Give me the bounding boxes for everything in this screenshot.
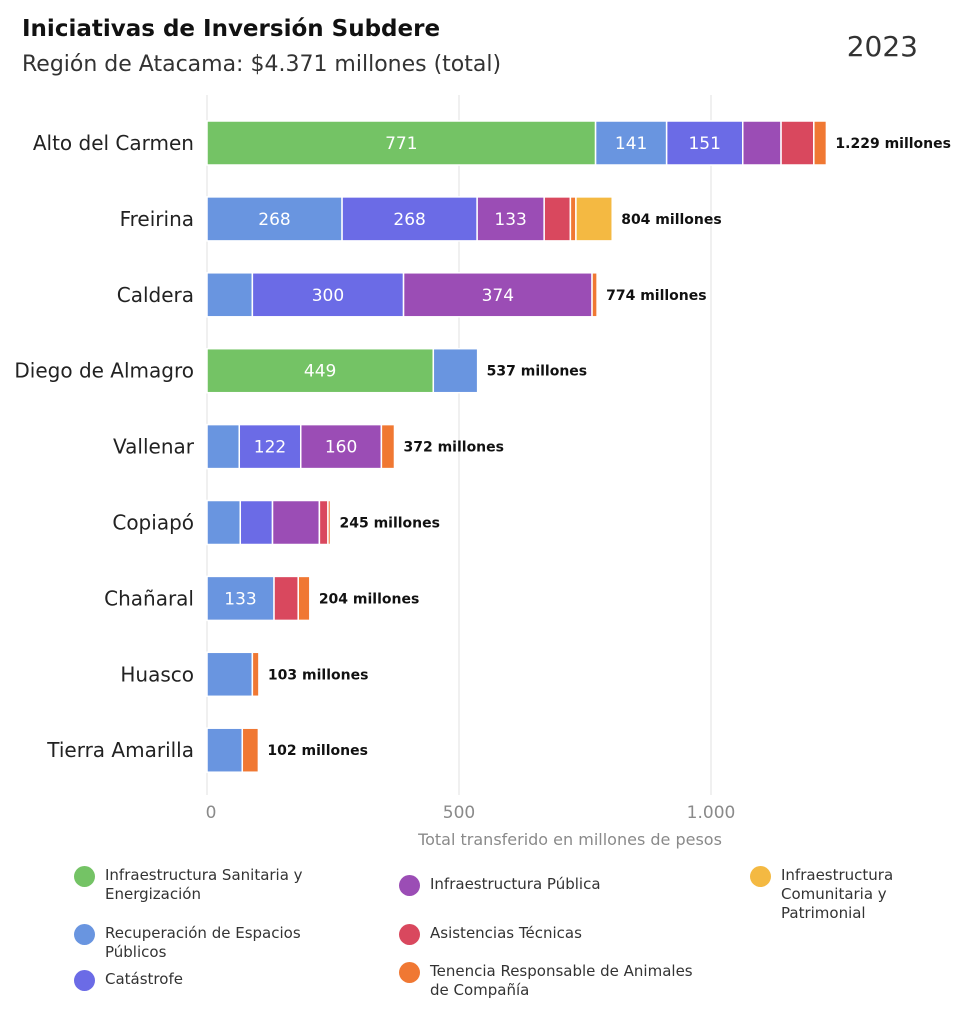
segment-value-label: 133	[224, 589, 256, 609]
bar-segment-animales	[251, 651, 260, 698]
segment-value-label: 268	[258, 210, 290, 230]
legend-swatch	[74, 924, 95, 945]
total-label: 372 millones	[403, 440, 504, 456]
total-label: 245 millones	[339, 516, 440, 532]
bar-segment-publica	[271, 499, 321, 546]
bar-segment-catastrofe	[238, 423, 302, 470]
bar-segment-espacios	[594, 120, 668, 166]
total-label: 537 millones	[487, 364, 588, 380]
segment-value-label: 122	[254, 438, 286, 458]
bar-segment-animales	[569, 196, 577, 242]
bar-segment-tecnicas	[318, 499, 329, 546]
legend-swatch	[750, 866, 771, 887]
segment-value-label: 771	[385, 134, 417, 154]
category-label: Caldera	[117, 283, 194, 307]
year-label: 2023	[846, 30, 918, 63]
segment-value-label: 268	[393, 210, 425, 230]
legend-label: Infraestructura Sanitaria y Energización	[105, 866, 303, 903]
category-label: Copiapó	[112, 511, 194, 535]
bar-segment-catastrofe	[239, 499, 274, 546]
bar-segment-tecnicas	[543, 196, 572, 242]
bar-segment-tecnicas	[780, 120, 815, 166]
legend: Infraestructura Sanitaria y Energización…	[74, 866, 964, 1016]
category-label: Tierra Amarilla	[46, 738, 194, 762]
total-label: 102 millones	[267, 743, 368, 759]
bar-segment-animales	[327, 499, 332, 546]
segment-value-label: 133	[494, 210, 526, 230]
category-label: Freirina	[120, 207, 194, 231]
bar-segment-publica	[299, 423, 383, 470]
bar-segment-animales	[591, 272, 598, 318]
legend-item-sanitaria: Infraestructura Sanitaria y Energización	[74, 866, 304, 904]
segment-value-label: 449	[304, 362, 336, 382]
bar-segment-espacios	[206, 196, 343, 242]
bar-segment-espacios	[206, 727, 244, 773]
legend-item-publica: Infraestructura Pública	[399, 875, 699, 896]
segment-value-label: 160	[325, 438, 357, 458]
legend-item-animales: Tenencia Responsable de Animales de Comp…	[399, 962, 699, 1000]
legend-label: Asistencias Técnicas	[430, 924, 582, 942]
bar-segment-catastrofe	[251, 272, 405, 318]
x-axis-label: Total transferido en millones de pesos	[417, 830, 722, 849]
bar-segment-espacios	[206, 651, 254, 698]
total-label: 804 millones	[621, 212, 722, 228]
bar-segment-tecnicas	[273, 575, 299, 622]
legend-label: Tenencia Responsable de Animales de Comp…	[430, 962, 693, 999]
bar-segment-catastrofe	[665, 120, 744, 166]
chart-title: Iniciativas de Inversión Subdere	[22, 16, 441, 42]
bar-segment-animales	[380, 423, 396, 470]
legend-swatch	[399, 962, 420, 983]
segment-value-label: 151	[688, 134, 720, 154]
category-label: Alto del Carmen	[33, 131, 194, 155]
legend-swatch	[74, 866, 95, 887]
stacked-bar-chart: 0 500 1.000 Total transferido en millones d…	[14, 95, 951, 849]
bar-segment-sanitaria	[206, 120, 597, 166]
segment-value-label: 141	[615, 134, 647, 154]
bar-segment-espacios	[206, 423, 241, 470]
segment-value-label: 374	[482, 286, 514, 306]
total-label: 1.229 millones	[835, 136, 951, 152]
legend-item-tecnicas: Asistencias Técnicas	[399, 924, 699, 945]
legend-label: Recuperación de Espacios Públicos	[105, 924, 301, 961]
bar-segment-espacios	[432, 347, 479, 394]
total-label: 204 millones	[319, 591, 420, 607]
legend-item-catastrofe: Catástrofe	[74, 970, 304, 991]
bar-segment-publica	[742, 120, 782, 166]
bar-segment-espacios	[206, 272, 254, 318]
legend-item-comunitaria: Infraestructura Comunitaria y Patrimonia…	[750, 866, 964, 923]
bar-segment-publica	[476, 196, 545, 242]
x-tick-label: 0	[206, 803, 217, 823]
legend-item-espacios: Recuperación de Espacios Públicos	[74, 924, 364, 962]
legend-swatch	[399, 875, 420, 896]
bar-segment-sanitaria	[206, 347, 435, 394]
category-label: Diego de Almagro	[14, 359, 194, 383]
category-label: Vallenar	[113, 435, 195, 459]
bar-segment-espacios	[206, 499, 242, 546]
segment-value-label: 300	[312, 286, 344, 306]
bar-segment-comunitaria	[575, 196, 613, 242]
total-label: 103 millones	[268, 667, 369, 683]
total-label: 774 millones	[606, 288, 707, 304]
x-tick-label: 500	[443, 803, 475, 823]
legend-swatch	[74, 970, 95, 991]
category-label: Chañaral	[104, 586, 194, 610]
chart-subtitle: Región de Atacama: $4.371 millones (tota…	[22, 52, 502, 77]
legend-label: Infraestructura Pública	[430, 875, 601, 893]
bar-segment-animales	[297, 575, 311, 622]
legend-label: Catástrofe	[105, 970, 183, 988]
legend-swatch	[399, 924, 420, 945]
category-label: Huasco	[120, 662, 194, 686]
bar-segment-catastrofe	[341, 196, 478, 242]
bar-segment-animales	[241, 727, 260, 773]
bar-segment-animales	[813, 120, 828, 166]
legend-label: Infraestructura Comunitaria y Patrimonia…	[781, 866, 894, 922]
x-tick-label: 1.000	[687, 803, 736, 823]
